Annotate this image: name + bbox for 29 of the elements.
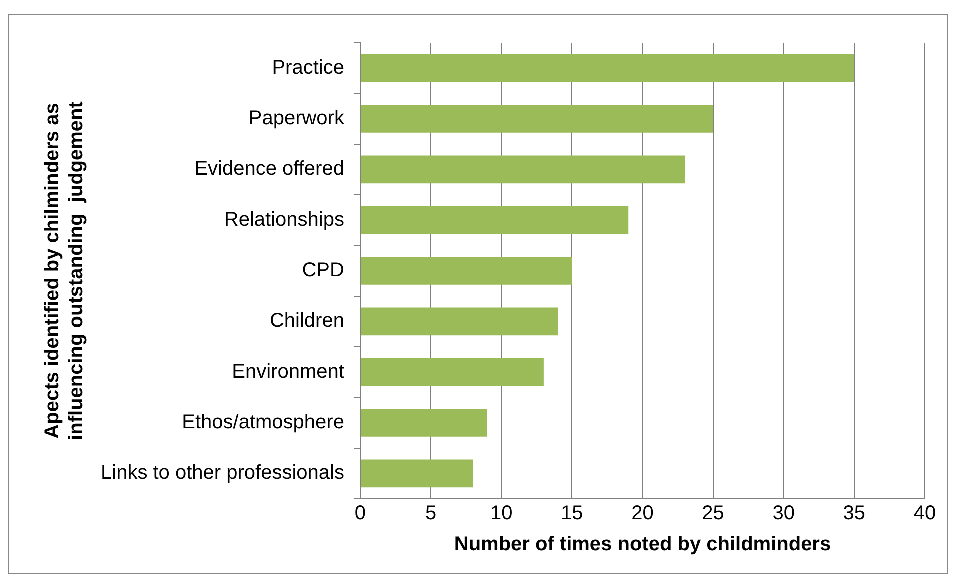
y-tick-label: Evidence offered xyxy=(194,158,344,180)
x-tick-label: 20 xyxy=(632,502,654,525)
y-tick-label: Relationships xyxy=(224,208,344,231)
x-tick-label: 35 xyxy=(843,502,866,525)
y-axis-title: Apects identified by chilminders as influencing outstanding judgement xyxy=(42,101,88,440)
bar xyxy=(360,257,572,285)
x-tick-label: 0 xyxy=(354,502,366,525)
x-axis-title: Number of times noted by childminders xyxy=(454,534,832,556)
x-tick-label: 15 xyxy=(561,502,584,525)
x-tick-label: 30 xyxy=(772,502,795,525)
bar xyxy=(360,358,544,386)
y-tick-label: Practice xyxy=(272,56,344,79)
bar xyxy=(360,206,629,234)
bar xyxy=(360,460,474,488)
x-tick-label: 25 xyxy=(702,502,724,525)
bar xyxy=(360,308,558,336)
x-tick-label: 10 xyxy=(490,502,513,525)
bar xyxy=(360,54,854,82)
x-tick-label: 5 xyxy=(425,502,437,525)
y-tick-label: Paperwork xyxy=(248,108,346,130)
y-tick-label: Ethos/atmosphere xyxy=(182,412,344,434)
y-tick-label: Environment xyxy=(232,360,345,383)
x-tick-label: 40 xyxy=(914,502,936,525)
y-tick-label: Links to other professionals xyxy=(101,462,344,484)
bar xyxy=(360,409,488,437)
y-tick-label: CPD xyxy=(302,260,344,282)
bar xyxy=(360,105,714,133)
bar xyxy=(360,156,686,184)
y-tick-label: Children xyxy=(270,310,344,332)
